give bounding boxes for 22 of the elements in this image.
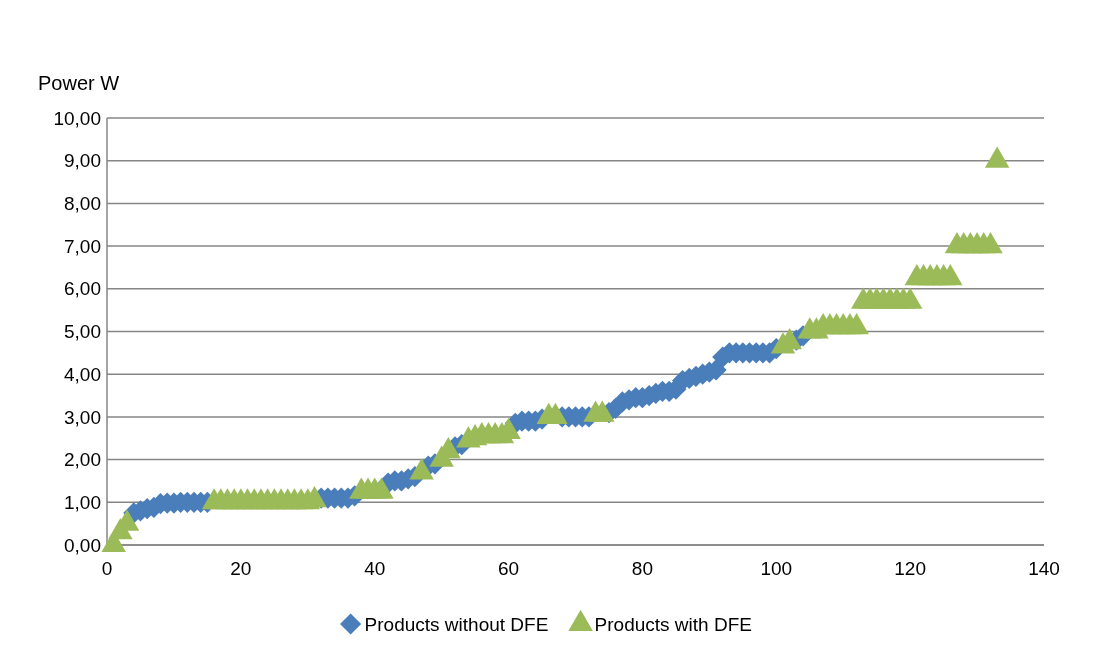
legend-label: Products with DFE: [594, 613, 752, 635]
y-tick-label: 10,00: [53, 107, 101, 129]
y-axis-title: Power W: [38, 72, 120, 94]
x-tick-label: 120: [894, 558, 926, 579]
y-tick-label: 7,00: [64, 235, 101, 257]
y-tick-label: 9,00: [64, 150, 101, 172]
y-tick-label: 2,00: [64, 449, 101, 471]
y-tick-label: 6,00: [64, 278, 101, 300]
y-tick-label: 3,00: [64, 406, 101, 428]
legend-label: Products without DFE: [364, 613, 549, 635]
y-tick-label: 1,00: [64, 491, 101, 513]
x-tick-label: 20: [230, 558, 252, 579]
y-tick-label: 5,00: [64, 321, 101, 343]
x-tick-label: 40: [364, 558, 386, 579]
y-tick-label: 0,00: [64, 534, 101, 556]
x-tick-label: 100: [760, 558, 793, 579]
y-tick-label: 4,00: [64, 363, 101, 385]
x-tick-label: 0: [101, 558, 113, 579]
x-tick-label: 60: [498, 558, 520, 579]
x-tick-label: 80: [631, 558, 653, 579]
y-tick-label: 8,00: [64, 193, 101, 215]
x-tick-label: 140: [1028, 558, 1060, 579]
